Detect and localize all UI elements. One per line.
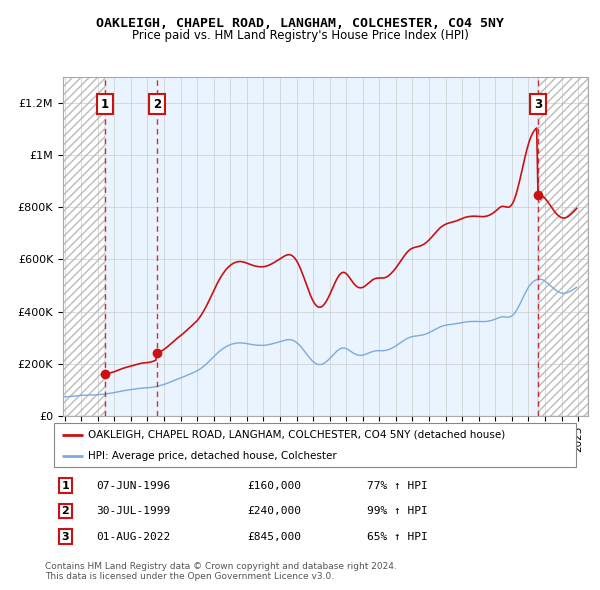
- Text: 3: 3: [62, 532, 69, 542]
- Bar: [538, 77, 588, 416]
- Text: OAKLEIGH, CHAPEL ROAD, LANGHAM, COLCHESTER, CO4 5NY: OAKLEIGH, CHAPEL ROAD, LANGHAM, COLCHEST…: [96, 17, 504, 30]
- Bar: [63, 77, 105, 416]
- Text: 30-JUL-1999: 30-JUL-1999: [96, 506, 170, 516]
- Text: 1: 1: [101, 97, 109, 110]
- Bar: [538, 77, 588, 416]
- Text: Contains HM Land Registry data © Crown copyright and database right 2024.
This d: Contains HM Land Registry data © Crown c…: [45, 562, 397, 581]
- Text: 2: 2: [62, 506, 70, 516]
- Text: 65% ↑ HPI: 65% ↑ HPI: [367, 532, 428, 542]
- Text: Price paid vs. HM Land Registry's House Price Index (HPI): Price paid vs. HM Land Registry's House …: [131, 30, 469, 42]
- Text: 2: 2: [153, 97, 161, 110]
- Text: 07-JUN-1996: 07-JUN-1996: [96, 480, 170, 490]
- Text: £240,000: £240,000: [247, 506, 301, 516]
- Bar: [105, 77, 538, 416]
- Text: HPI: Average price, detached house, Colchester: HPI: Average price, detached house, Colc…: [88, 451, 337, 461]
- Text: 99% ↑ HPI: 99% ↑ HPI: [367, 506, 428, 516]
- Text: 1: 1: [62, 480, 70, 490]
- Text: £160,000: £160,000: [247, 480, 301, 490]
- Text: 3: 3: [534, 97, 542, 110]
- Text: 77% ↑ HPI: 77% ↑ HPI: [367, 480, 428, 490]
- Text: OAKLEIGH, CHAPEL ROAD, LANGHAM, COLCHESTER, CO4 5NY (detached house): OAKLEIGH, CHAPEL ROAD, LANGHAM, COLCHEST…: [88, 430, 505, 440]
- Text: £845,000: £845,000: [247, 532, 301, 542]
- FancyBboxPatch shape: [54, 423, 576, 467]
- Text: 01-AUG-2022: 01-AUG-2022: [96, 532, 170, 542]
- Bar: [63, 77, 105, 416]
